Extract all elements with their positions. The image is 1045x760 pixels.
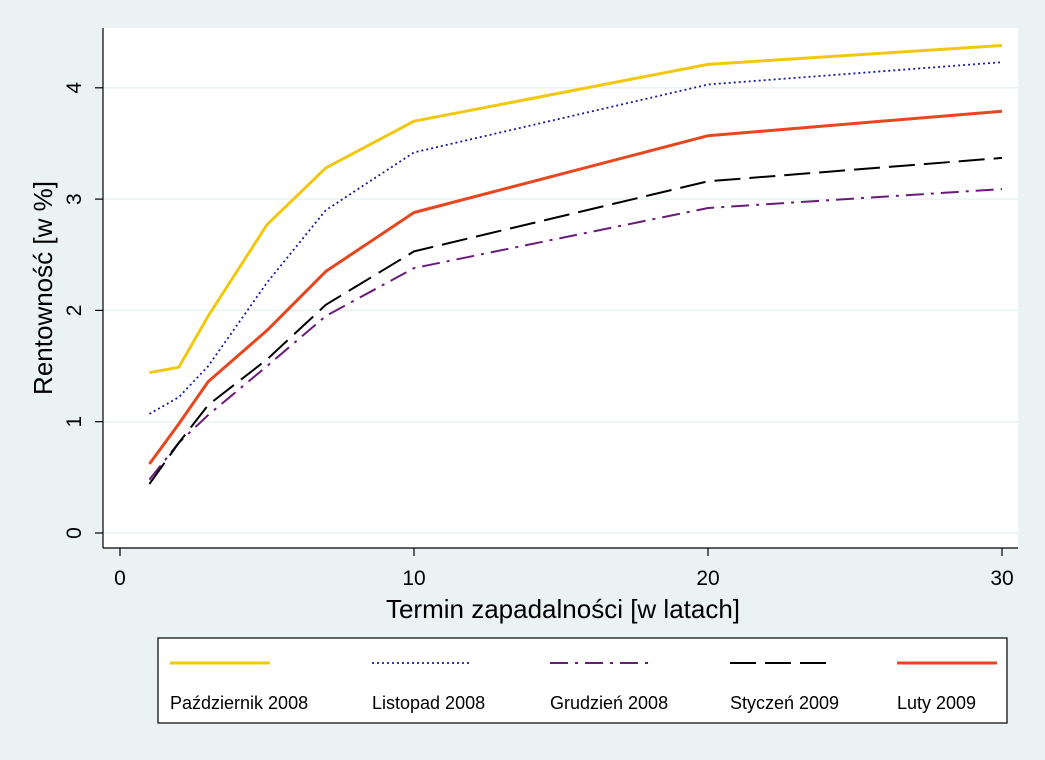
x-axis-title: Termin zapadalności [w latach]: [386, 594, 740, 624]
y-tick-label: 0: [63, 527, 86, 539]
y-tick-label: 3: [63, 193, 86, 205]
plot-area: [103, 28, 1018, 548]
series-line-0: [149, 44, 1003, 375]
x-tick-label: 0: [114, 567, 126, 590]
legend-label-0: Październik 2008: [170, 693, 308, 713]
legend-label-3: Styczeń 2009: [730, 693, 839, 713]
legend: Październik 2008 Listopad 2008 Grudzień 20…: [170, 661, 997, 713]
series-line-1: [148, 61, 1003, 415]
legend-label-4: Luty 2009: [897, 693, 976, 713]
gridlines: [103, 87, 1018, 534]
legend-label-1: Listopad 2008: [372, 693, 485, 713]
legend-label-2: Grudzień 2008: [550, 693, 668, 713]
series-line-2: [148, 188, 1003, 481]
y-tick-label: 4: [63, 82, 86, 94]
x-tick-label: 20: [696, 567, 719, 590]
y-tick-label: 1: [63, 416, 86, 428]
y-axis-title: Rentowność [w %]: [28, 181, 58, 395]
y-tick-label: 2: [63, 305, 86, 317]
series-line-4: [148, 109, 1003, 465]
legend-box: [157, 637, 1008, 724]
series: [148, 44, 1003, 485]
x-tick-label: 10: [402, 567, 425, 590]
x-tick-label: 30: [990, 567, 1013, 590]
axes: [102, 28, 1018, 549]
series-line-3: [148, 156, 1003, 485]
ticks: 0 1 2 3 4 0 10 20 30: [63, 82, 1014, 590]
